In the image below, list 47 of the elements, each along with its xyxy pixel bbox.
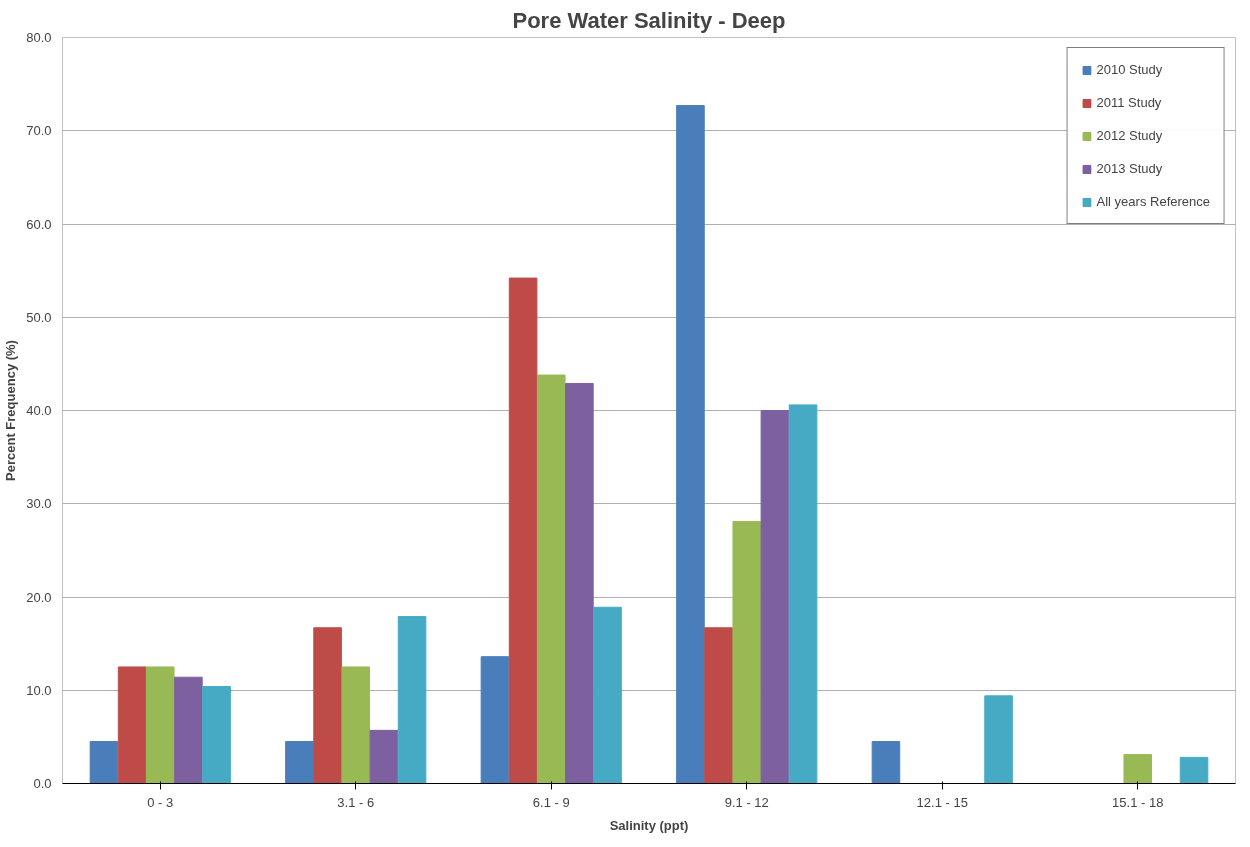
legend-label: All years Reference	[1096, 194, 1210, 209]
legend-label: 2011 Study	[1096, 95, 1162, 110]
bar	[397, 616, 427, 784]
bar	[760, 410, 790, 784]
legend-label: 2010 Study	[1096, 62, 1163, 77]
bar	[1179, 756, 1209, 784]
bar	[89, 741, 119, 784]
y-tick-label: 0.0	[33, 776, 52, 791]
bar	[341, 666, 371, 784]
bar	[174, 676, 203, 784]
bar	[117, 666, 147, 784]
y-tick-label: 80.0	[26, 30, 52, 45]
x-tick-label: 12.1 - 15	[916, 794, 968, 810]
bar	[508, 277, 538, 784]
bar	[536, 374, 566, 784]
x-axis-title: Salinity (ppt)	[609, 817, 689, 833]
x-tick-label: 15.1 - 18	[1112, 794, 1164, 810]
y-tick-label: 10.0	[26, 682, 52, 698]
bar	[285, 741, 314, 784]
y-tick-label: 50.0	[26, 309, 52, 325]
bar	[565, 382, 594, 784]
x-tick-label: 6.1 - 9	[532, 794, 570, 810]
x-tick-label: 0 - 3	[147, 794, 174, 810]
y-axis-title: Percent Frequency (%)	[3, 340, 19, 481]
bar	[676, 105, 705, 784]
bar	[593, 606, 622, 784]
chart-title: Pore Water Salinity - Deep	[512, 7, 786, 33]
bar	[732, 520, 762, 784]
bar	[1123, 754, 1153, 784]
bar	[202, 686, 231, 784]
bar	[984, 695, 1013, 784]
bar	[369, 729, 399, 784]
bar	[145, 666, 175, 784]
y-tick-label: 40.0	[26, 403, 52, 418]
y-tick-label: 70.0	[26, 123, 52, 139]
y-tick-label: 30.0	[26, 496, 52, 512]
x-tick-label: 9.1 - 12	[724, 794, 769, 810]
bar	[313, 627, 342, 784]
y-tick-label: 20.0	[26, 589, 52, 605]
bar	[788, 404, 818, 784]
legend-label: 2013 Study	[1096, 161, 1163, 176]
legend-label: 2012 Study	[1096, 128, 1163, 143]
bar	[871, 741, 901, 784]
y-tick-label: 60.0	[26, 216, 52, 232]
bar	[480, 656, 510, 784]
x-tick-label: 3.1 - 6	[337, 794, 375, 810]
bar	[704, 627, 733, 784]
